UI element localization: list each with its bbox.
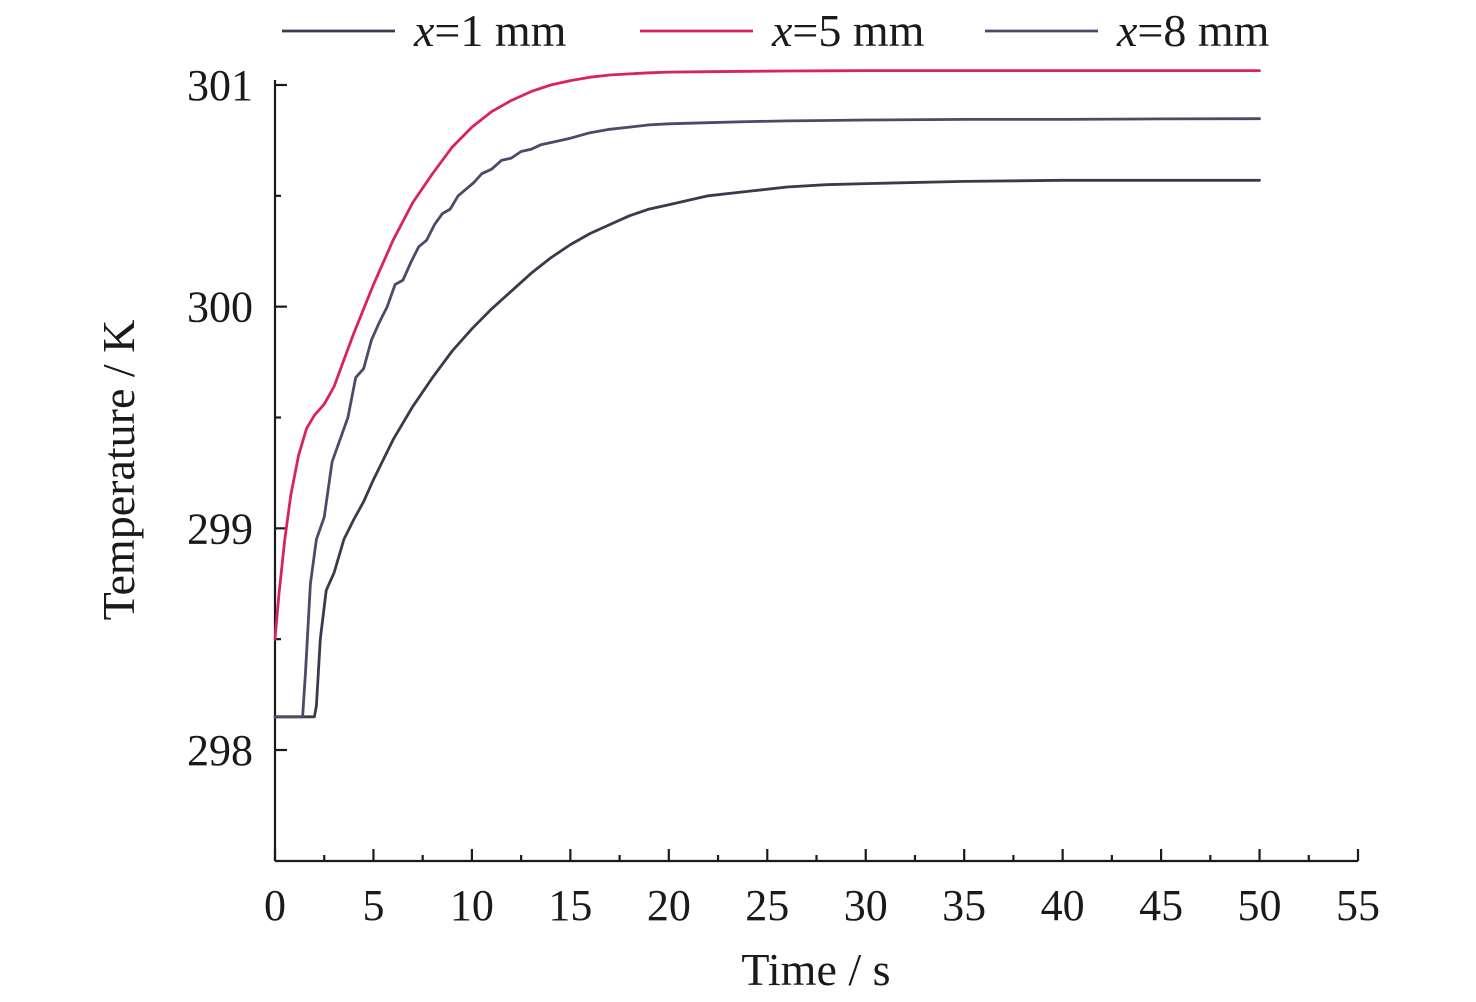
series-line [273, 69, 1261, 641]
legend: x=1 mm x=5 mm x=8 mm [282, 5, 1270, 56]
x-tick-label: 45 [1139, 881, 1183, 930]
x-tick-label: 50 [1238, 881, 1282, 930]
x-tick-label: 35 [942, 881, 986, 930]
x-axis-title: Time / s [741, 944, 890, 995]
x-tick-label: 10 [450, 881, 494, 930]
legend-label: x=1 mm [413, 5, 567, 56]
legend-label: x=5 mm [771, 5, 925, 56]
series-line [273, 178, 1261, 719]
y-tick-label: 300 [187, 283, 253, 332]
series-line [273, 117, 1261, 719]
x-tick-label: 15 [548, 881, 592, 930]
x-tick-label: 30 [844, 881, 888, 930]
x-tick-label: 0 [264, 881, 286, 930]
y-ticks: 298 299 300 301 [187, 61, 287, 775]
y-tick-label: 299 [187, 504, 253, 553]
axes [273, 80, 1358, 863]
x-tick-label: 55 [1336, 881, 1380, 930]
y-tick-label: 298 [187, 726, 253, 775]
x-tick-label: 25 [745, 881, 789, 930]
y-tick-label: 301 [187, 61, 253, 110]
x-tick-label: 5 [362, 881, 384, 930]
x-ticks: 0 5 10 15 20 25 30 35 40 45 50 55 [264, 849, 1380, 930]
x-tick-label: 40 [1041, 881, 1085, 930]
y-axis-title: Temperature / K [93, 320, 144, 621]
x-tick-label: 20 [647, 881, 691, 930]
legend-label: x=8 mm [1116, 5, 1270, 56]
series-group [273, 69, 1261, 719]
